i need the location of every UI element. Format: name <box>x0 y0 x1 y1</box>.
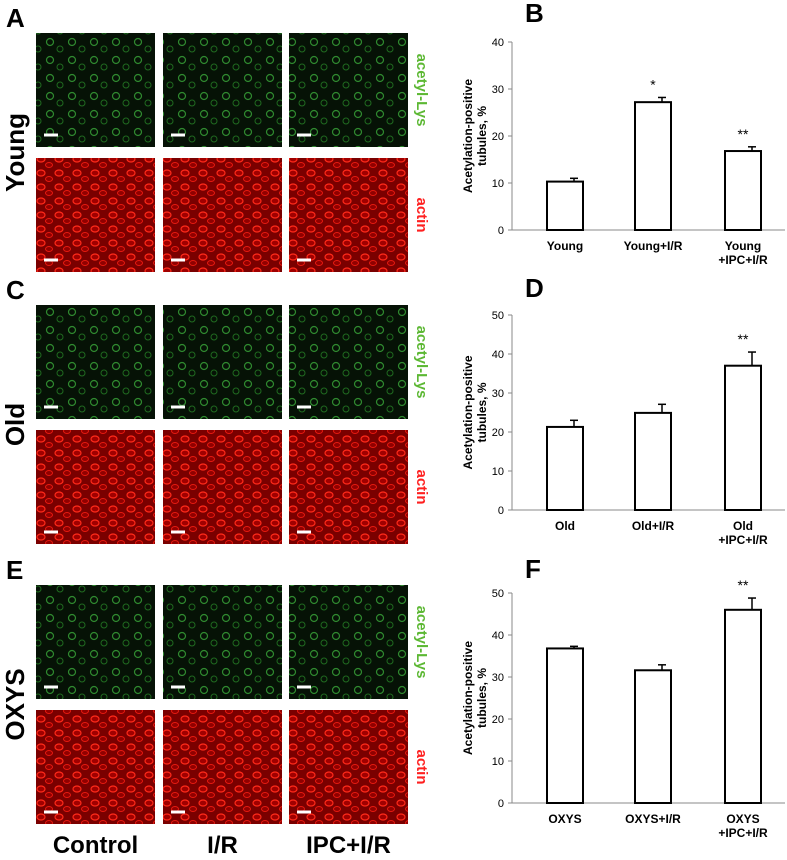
stain-label: acetyl-Lys <box>413 326 430 399</box>
row-label: Young <box>0 113 30 192</box>
column-label: I/R <box>207 832 238 859</box>
actin-image <box>36 158 155 272</box>
bar <box>724 364 762 512</box>
x-tick-label: Old <box>555 519 575 533</box>
acetyl-lys-image <box>289 305 408 419</box>
x-tick-label: Young+I/R <box>624 239 683 253</box>
x-tick-label: OXYS+I/R <box>625 812 681 826</box>
stain-label: actin <box>413 197 430 232</box>
y-tick-label: 40 <box>492 630 504 642</box>
y-tick-label: 0 <box>498 798 504 810</box>
stain-label: acetyl-Lys <box>413 54 430 127</box>
panel-label: F <box>525 554 541 584</box>
y-tick-label: 30 <box>492 388 504 400</box>
panel-label: C <box>6 275 25 305</box>
acetyl-lys-image <box>163 585 282 699</box>
row-label: Old <box>0 403 30 446</box>
y-tick-label: 10 <box>492 466 504 478</box>
acetyl-lys-image <box>289 33 408 147</box>
acetyl-lys-image <box>36 585 155 699</box>
actin-image <box>289 158 408 272</box>
x-tick-label: Young +IPC+I/R <box>718 239 768 267</box>
acetyl-lys-image <box>163 305 282 419</box>
bar <box>634 411 672 512</box>
panel-label: B <box>525 0 544 28</box>
actin-image <box>289 710 408 824</box>
actin-image <box>36 430 155 544</box>
acetyl-lys-image <box>289 585 408 699</box>
x-tick-label: OXYS +IPC+I/R <box>718 812 768 840</box>
y-tick-label: 0 <box>498 505 504 517</box>
acetyl-lys-image <box>36 33 155 147</box>
y-tick-label: 40 <box>492 349 504 361</box>
panel-label: E <box>6 555 23 585</box>
actin-image <box>289 430 408 544</box>
actin-image <box>163 710 282 824</box>
y-tick-label: 40 <box>492 37 504 49</box>
bar <box>724 150 762 231</box>
panel-label: D <box>525 273 544 303</box>
y-tick-label: 30 <box>492 672 504 684</box>
bar <box>634 101 672 231</box>
panel-label: A <box>6 3 25 33</box>
acetyl-lys-image <box>36 305 155 419</box>
bar <box>546 425 584 511</box>
row-label: OXYS <box>0 668 30 740</box>
acetyl-lys-image <box>163 33 282 147</box>
y-tick-label: 10 <box>492 178 504 190</box>
x-tick-label: Old+I/R <box>632 519 675 533</box>
y-axis-label: Acetylation-positivetubules, % <box>461 355 489 469</box>
stain-label: actin <box>413 469 430 504</box>
bar <box>546 647 584 804</box>
x-tick-label: Old +IPC+I/R <box>718 519 768 547</box>
y-axis-label: Acetylation-positivetubules, % <box>461 79 489 193</box>
y-tick-label: 50 <box>492 588 504 600</box>
y-tick-label: 20 <box>492 714 504 726</box>
bar <box>634 669 672 805</box>
actin-image <box>36 710 155 824</box>
y-tick-label: 20 <box>492 131 504 143</box>
x-tick-label: OXYS <box>548 812 581 826</box>
y-tick-label: 20 <box>492 427 504 439</box>
bar <box>724 608 762 804</box>
stain-label: actin <box>413 749 430 784</box>
y-tick-label: 10 <box>492 756 504 768</box>
stain-label: acetyl-Lys <box>413 606 430 679</box>
y-tick-label: 0 <box>498 225 504 237</box>
column-label: Control <box>53 832 138 859</box>
y-tick-label: 50 <box>492 310 504 322</box>
column-label: IPC+I/R <box>306 832 391 859</box>
actin-image <box>163 430 282 544</box>
significance-mark: * <box>650 76 656 92</box>
actin-image <box>163 158 282 272</box>
x-tick-label: Young <box>547 239 583 253</box>
significance-mark: ** <box>738 126 749 142</box>
bar <box>546 180 584 231</box>
y-axis-label: Acetylation-positivetubules, % <box>461 641 489 755</box>
significance-mark: ** <box>738 577 749 593</box>
y-tick-label: 30 <box>492 84 504 96</box>
significance-mark: ** <box>738 331 749 347</box>
